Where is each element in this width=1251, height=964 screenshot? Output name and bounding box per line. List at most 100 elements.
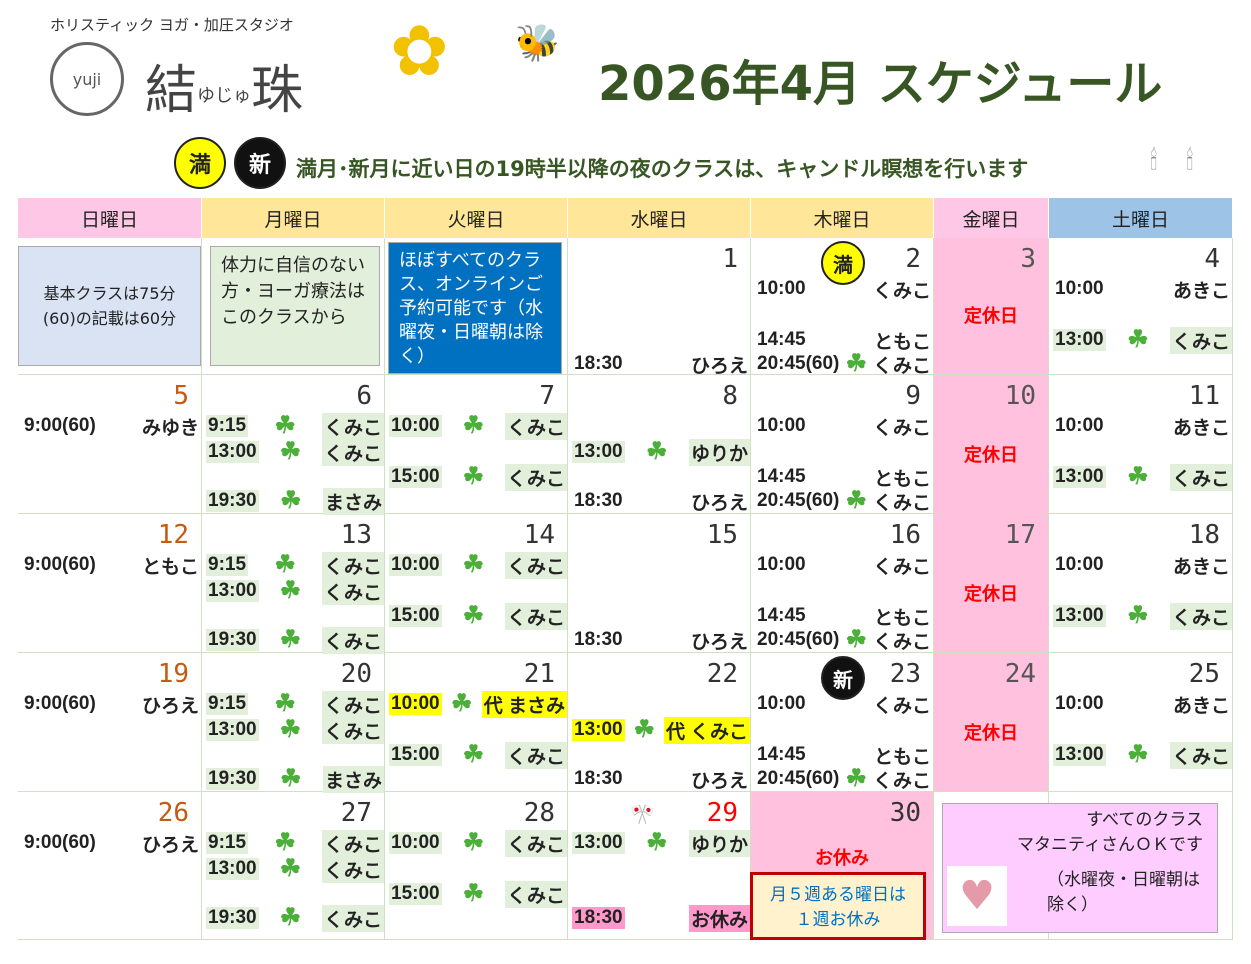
class-entry: 18:30 ひろえ [572, 628, 750, 653]
day-cell: 25 10:00 あきこ 13:00 ☘ くみこ [1049, 653, 1233, 792]
day-number: 29 [706, 798, 738, 828]
day-number: 13 [340, 520, 372, 550]
new-moon-badge: 新 [821, 656, 865, 700]
class-time: 13:00 [572, 832, 625, 854]
class-entry: 9:15 ☘ くみこ [206, 829, 384, 857]
class-time: 9:15 [206, 415, 249, 437]
clover-icon: ☘ [845, 765, 868, 792]
clover-icon: ☘ [280, 765, 302, 792]
clover-icon: ☘ [450, 690, 473, 717]
weekday-header: 金曜日 [934, 198, 1049, 238]
clover-icon: ☘ [274, 412, 296, 439]
studio-name-2: 珠 [251, 61, 304, 121]
class-teacher: あきこ [1172, 556, 1230, 578]
class-teacher: くみこ [505, 741, 567, 769]
day-number: 16 [889, 520, 921, 550]
bee-icon: 🐝 [515, 23, 560, 64]
class-entry: 13:00 ☘ くみこ [1053, 326, 1232, 354]
class-time: 19:30 [206, 490, 259, 512]
weekday-header: 日曜日 [18, 198, 202, 238]
class-entry: 13:00 ☘ くみこ [206, 855, 384, 883]
class-entry: 10:00 くみこ [755, 553, 933, 578]
class-teacher: くみこ [1170, 602, 1232, 630]
closed-label: 定休日 [964, 306, 1018, 327]
day-number: 25 [1188, 659, 1220, 689]
class-entry: 13:00 ☘ 代 くみこ [572, 716, 750, 744]
day-number: 4 [1204, 244, 1220, 274]
studio-reading: ゆじゅ [197, 85, 252, 107]
beginner-note: 体力に自信のない方・ヨーガ療法はこのクラスから [210, 246, 380, 366]
clover-icon: ☘ [1127, 326, 1149, 353]
class-time: 10:00 [757, 278, 806, 299]
clover-icon: ☘ [845, 487, 868, 514]
class-teacher: ともこ [141, 556, 199, 578]
class-entry: 15:00 ☘ くみこ [389, 880, 567, 908]
class-teacher: くみこ [322, 438, 384, 466]
clover-slot: ☘ [841, 767, 871, 791]
empty-cell [385, 238, 568, 375]
day-number: 30 [889, 798, 921, 828]
class-entry: 10:00 ☘ 代 まさみ [389, 690, 567, 718]
day-cell: 11 10:00 あきこ 13:00 ☘ くみこ [1049, 375, 1233, 514]
clover-slot: ☘ [442, 465, 506, 489]
day-cell: 12 9:00(60) ともこ [18, 514, 202, 653]
class-entry: 13:00 ☘ くみこ [1053, 463, 1232, 491]
clover-icon: ☘ [646, 829, 668, 856]
class-entry: 13:00 ☘ くみこ [206, 577, 384, 605]
closed-label: 定休日 [964, 584, 1018, 605]
clover-icon: ☘ [646, 438, 668, 465]
class-entry: 10:00 くみこ [755, 414, 933, 439]
class-time: 9:15 [206, 554, 249, 576]
class-time: 10:00 [1055, 693, 1104, 714]
class-time: 13:00 [206, 441, 259, 463]
clover-icon: ☘ [279, 716, 302, 743]
class-teacher: ゆりか [688, 829, 750, 857]
weekday-header: 火曜日 [385, 198, 568, 238]
class-time: 19:30 [206, 907, 259, 929]
day-cell: 14 10:00 ☘ くみこ 15:00 ☘ くみこ [385, 514, 568, 653]
day-number: 1 [722, 244, 738, 274]
class-teacher: まさみ [322, 765, 384, 793]
class-entry: 13:00 ☘ ゆりか [572, 829, 750, 857]
clover-slot: ☘ [442, 831, 506, 855]
day-number: 8 [722, 381, 738, 411]
day-cell: 7 10:00 ☘ くみこ 15:00 ☘ くみこ [385, 375, 568, 514]
class-teacher: くみこ [1170, 326, 1232, 354]
day-number: 10 [1004, 381, 1036, 411]
class-teacher: ひろえ [690, 770, 748, 792]
class-teacher: くみこ [505, 551, 567, 579]
clover-slot: ☘ [259, 489, 323, 513]
clover-icon: ☘ [280, 487, 302, 514]
class-entry: 14:45 ともこ [755, 743, 933, 768]
day-cell: 15 18:30 ひろえ [568, 514, 751, 653]
day-number: 26 [157, 798, 189, 828]
clover-icon: ☘ [1127, 602, 1149, 629]
class-teacher: くみこ [873, 770, 931, 792]
clover-icon: ☘ [279, 626, 302, 653]
class-entry: 10:00 あきこ [1053, 277, 1232, 302]
class-entry: 15:00 ☘ くみこ [389, 602, 567, 630]
class-teacher: くみこ [322, 829, 384, 857]
clover-slot: ☘ [259, 767, 323, 791]
class-time: 15:00 [389, 883, 442, 905]
candle-icon: 🕯 [1150, 146, 1158, 176]
class-entry: 19:30 ☘ くみこ [206, 904, 384, 932]
class-entry: 14:45 ともこ [755, 465, 933, 490]
basic-class-note: 基本クラスは75分 (60)の記載は60分 [18, 246, 201, 366]
class-entry: 13:00 ☘ くみこ [206, 438, 384, 466]
class-teacher: くみこ [873, 631, 931, 653]
class-time: 19:30 [206, 768, 259, 790]
day-number: 19 [157, 659, 189, 689]
class-entry: 15:00 ☘ くみこ [389, 741, 567, 769]
class-entry: 20:45(60) ☘ くみこ [755, 487, 933, 514]
class-time: 10:00 [1055, 554, 1104, 575]
day-number: 6 [356, 381, 372, 411]
studio-logo: yuji [50, 42, 124, 116]
class-entry: 13:00 ☘ くみこ [1053, 741, 1232, 769]
class-time: 10:00 [757, 415, 806, 436]
day-number: 3 [1020, 244, 1036, 274]
clover-slot: ☘ [1106, 465, 1171, 489]
class-entry: 9:15 ☘ くみこ [206, 551, 384, 579]
class-time: 13:00 [1053, 329, 1106, 351]
